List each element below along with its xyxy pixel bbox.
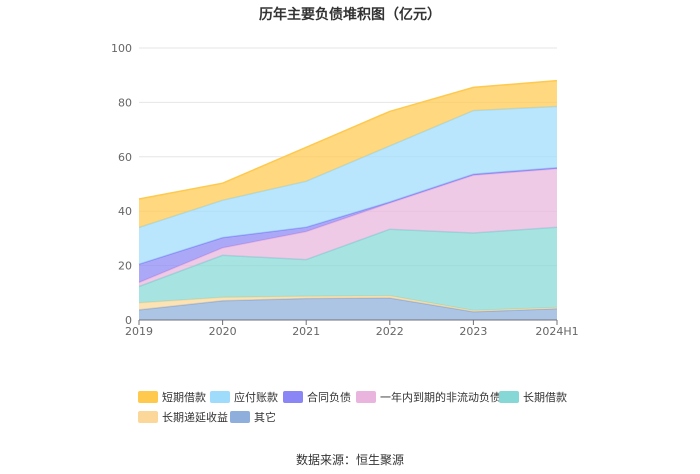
y-tick-label: 0 (125, 314, 132, 327)
area-series-2 (139, 227, 557, 311)
y-tick-label: 40 (118, 205, 132, 218)
x-tick-label: 2022 (376, 325, 404, 338)
area-series-3 (139, 168, 557, 287)
y-tick-label: 100 (111, 42, 132, 55)
legend-swatch (230, 411, 250, 423)
legend-label: 一年内到期的非流动负债 (380, 391, 501, 404)
area-series-0 (139, 298, 557, 320)
x-tick-label: 2021 (292, 325, 320, 338)
area-series-6 (139, 80, 557, 228)
legend-label: 长期递延收益 (162, 411, 228, 424)
legend-item[interactable]: 长期递延收益 (138, 409, 228, 425)
x-tick-label: 2024H1 (535, 325, 578, 338)
legend-item[interactable]: 应付账款 (210, 389, 278, 405)
legend-label: 长期借款 (523, 391, 567, 404)
y-tick-label: 80 (118, 96, 132, 109)
x-tick-label: 2019 (125, 325, 153, 338)
legend-item[interactable]: 合同负债 (283, 389, 351, 405)
legend-swatch (499, 391, 519, 403)
area-series-line-6 (138, 79, 558, 200)
legend-item[interactable]: 长期借款 (499, 389, 567, 405)
legend-swatch (356, 391, 376, 403)
x-tick-label: 2023 (459, 325, 487, 338)
y-tick-label: 20 (118, 260, 132, 273)
y-tick-label: 60 (118, 151, 132, 164)
legend-label: 合同负债 (307, 391, 351, 404)
legend-item[interactable]: 短期借款 (138, 389, 206, 405)
legend-label: 应付账款 (234, 391, 278, 404)
chart-title: 历年主要负债堆积图（亿元） (259, 7, 441, 23)
legend-swatch (138, 391, 158, 403)
area-series-1 (139, 295, 557, 312)
legend-item[interactable]: 一年内到期的非流动负债 (356, 389, 501, 405)
area-series-5 (139, 106, 557, 265)
legend-swatch (138, 411, 158, 423)
x-tick-label: 2020 (209, 325, 237, 338)
legend-swatch (210, 391, 230, 403)
data-source: 数据来源：恒生聚源 (295, 453, 404, 467)
legend-label: 短期借款 (162, 391, 206, 404)
legend-swatch (283, 391, 303, 403)
legend-item[interactable]: 其它 (230, 409, 276, 425)
legend-label: 其它 (254, 411, 276, 424)
